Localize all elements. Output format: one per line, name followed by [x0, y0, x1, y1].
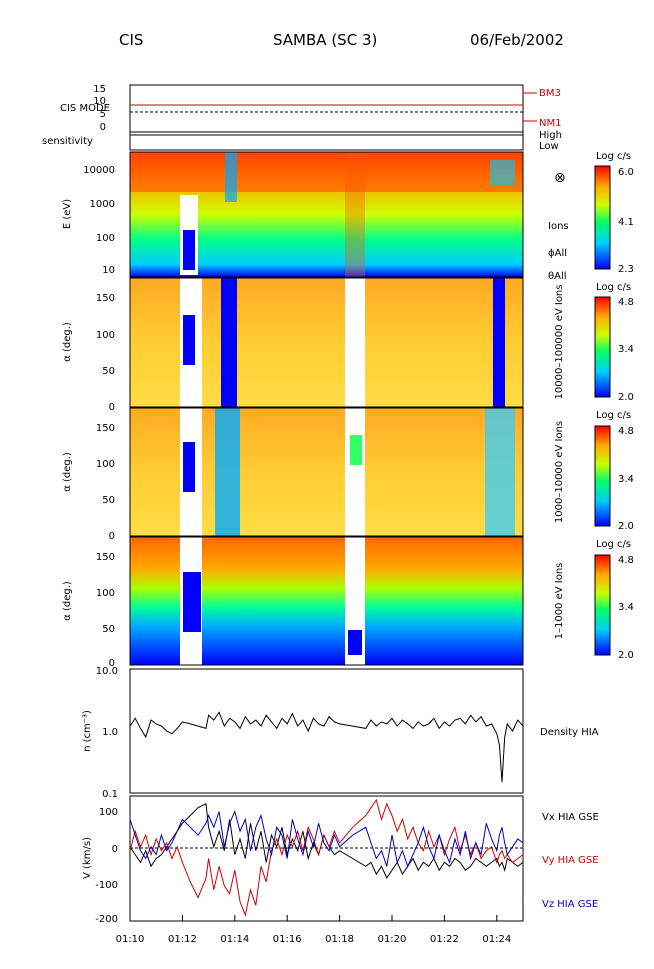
energy-tick: 10 — [102, 265, 115, 276]
density-tick: 1.0 — [102, 727, 118, 738]
density-tick: 0.1 — [102, 789, 118, 800]
colorbar-max: 4.8 — [618, 297, 634, 308]
pa-low-colorbar: Log c/s 4.8 3.4 2.0 — [594, 539, 634, 661]
colorbar-title: Log c/s — [596, 282, 631, 293]
pa-tick: 150 — [96, 423, 115, 434]
pa-tick: 50 — [102, 495, 115, 506]
colorbar-mid: 4.1 — [618, 217, 634, 228]
legend-vz: Vz HIA GSE — [542, 899, 598, 910]
sensitivity-label: sensitivity — [42, 136, 93, 147]
density-ylabel: n (cm⁻³) — [82, 710, 93, 752]
colorbar-min: 2.0 — [618, 521, 634, 532]
pa-side-label: 1000–10000 eV Ions — [554, 421, 565, 523]
sensitivity-high: High — [539, 130, 562, 141]
time-tick-label: 01:18 — [325, 934, 354, 945]
colorbar-max: 4.8 — [618, 426, 634, 437]
pitch-angle-mid-panel: 150 100 50 0 α (deg.) 1000–10000 eV Ions… — [62, 407, 634, 542]
pa-tick: 100 — [96, 330, 115, 341]
velocity-ylabel: V (km/s) — [82, 837, 93, 879]
colorbar-min: 2.3 — [618, 264, 634, 275]
time-tick-label: 01:12 — [168, 934, 197, 945]
time-tick-label: 01:22 — [430, 934, 459, 945]
time-tick-label: 01:10 — [116, 934, 145, 945]
pitch-angle-low-panel: 150 100 50 0 α (deg.) 1–1000 eV Ions Log… — [62, 536, 634, 669]
energy-side-label: θAll — [548, 271, 567, 282]
header-instrument: CIS — [119, 31, 143, 49]
velocity-tick: -100 — [95, 880, 118, 891]
pa-tick: 150 — [96, 552, 115, 563]
colorbar-mid: 3.4 — [618, 344, 634, 355]
pa-high-colorbar: Log c/s 4.8 3.4 2.0 — [594, 282, 634, 403]
density-tick: 10.0 — [96, 666, 118, 677]
pa-side-label: 1–1000 eV Ions — [554, 563, 565, 640]
energy-tick: 100 — [96, 233, 115, 244]
header-date: 06/Feb/2002 — [470, 31, 564, 49]
pa-ylabel: α (deg.) — [62, 322, 73, 362]
sensitivity-panel: sensitivity High Low — [42, 130, 562, 152]
colorbar-mid: 3.4 — [618, 474, 634, 485]
pa-tick: 100 — [96, 459, 115, 470]
pa-tick: 0 — [109, 658, 115, 669]
energy-colorbar: Log c/s 6.0 4.1 2.3 — [594, 151, 634, 275]
cis-mode-tick: 0 — [100, 122, 106, 133]
cis-mode-tick: 10 — [93, 96, 106, 107]
pa-tick: 50 — [102, 624, 115, 635]
energy-spectrogram-panel: 10000 1000 100 10 E (eV) ⊗ Ions ϕAll θAl… — [62, 151, 634, 282]
time-tick-label: 01:14 — [220, 934, 249, 945]
cis-mode-nm1-label: NM1 — [539, 118, 561, 129]
velocity-line-vz — [129, 810, 524, 868]
pa-tick: 50 — [102, 366, 115, 377]
cis-mode-tick: 15 — [93, 84, 106, 95]
time-axis: 01:10 01:12 01:14 01:16 01:18 01:20 01:22 01:24 — [116, 915, 511, 945]
colorbar-title: Log c/s — [596, 539, 631, 550]
pa-tick: 0 — [109, 402, 115, 413]
velocity-tick: 100 — [99, 807, 118, 818]
colorbar-title: Log c/s — [596, 151, 631, 162]
energy-side-label: ϕAll — [548, 248, 567, 259]
pa-tick: 100 — [96, 588, 115, 599]
colorbar-min: 2.0 — [618, 392, 634, 403]
velocity-tick: 0 — [112, 844, 118, 855]
sensitivity-low: Low — [539, 141, 559, 152]
time-tick-label: 01:20 — [378, 934, 407, 945]
cis-mode-label: CIS MODE — [60, 103, 110, 114]
energy-tick: 10000 — [83, 165, 115, 176]
look-direction-icon: ⊗ — [554, 170, 566, 186]
density-panel: 10.0 1.0 0.1 n (cm⁻³) Density HIA — [82, 666, 599, 800]
energy-tick: 1000 — [90, 199, 115, 210]
cis-mode-bm3-label: BM3 — [539, 88, 561, 99]
density-line — [129, 711, 524, 783]
density-series-label: Density HIA — [540, 727, 599, 738]
pa-mid-colorbar: Log c/s 4.8 3.4 2.0 — [594, 410, 634, 532]
colorbar-max: 4.8 — [618, 555, 634, 566]
cis-mode-tick: 5 — [100, 109, 106, 120]
time-tick-label: 01:16 — [273, 934, 302, 945]
pitch-angle-high-panel: 150 100 50 0 α (deg.) 10000–100000 eV Io… — [62, 277, 634, 413]
pa-ylabel: α (deg.) — [62, 581, 73, 621]
energy-ylabel: E (eV) — [62, 199, 73, 229]
legend-vx: Vx HIA GSE — [542, 812, 599, 823]
pa-side-label: 10000–100000 eV Ions — [554, 285, 565, 400]
pa-ylabel: α (deg.) — [62, 452, 73, 492]
velocity-panel: 100 0 -100 -200 V (km/s) Vx HIA GSE Vy H… — [82, 795, 599, 925]
colorbar-min: 2.0 — [618, 650, 634, 661]
pa-tick: 150 — [96, 293, 115, 304]
energy-side-label: Ions — [548, 221, 569, 232]
density-plot-area — [129, 711, 524, 783]
header-spacecraft: SAMBA (SC 3) — [273, 31, 377, 49]
legend-vy: Vy HIA GSE — [542, 855, 599, 866]
cis-mode-panel: CIS MODE 15 10 5 0 BM3 NM1 — [60, 84, 561, 133]
colorbar-max: 6.0 — [618, 167, 634, 178]
velocity-plot-area — [129, 798, 524, 917]
colorbar-title: Log c/s — [596, 410, 631, 421]
velocity-tick: -200 — [95, 914, 118, 925]
pa-tick: 0 — [109, 531, 115, 542]
time-tick-label: 01:24 — [482, 934, 511, 945]
colorbar-mid: 3.4 — [618, 602, 634, 613]
